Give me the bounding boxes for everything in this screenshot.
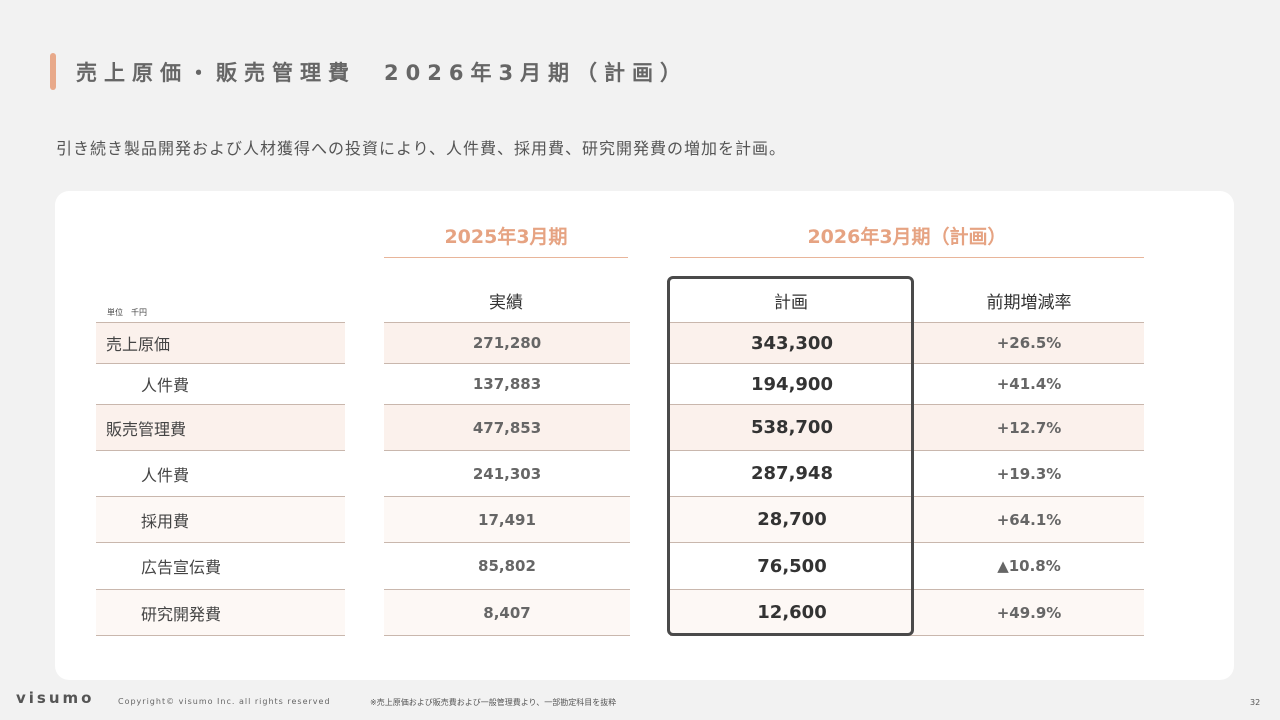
table-cell-plan: 194,900 bbox=[670, 363, 914, 404]
table-cell-rate: +41.4% bbox=[914, 363, 1144, 404]
table-cell-plan: 287,948 bbox=[670, 450, 914, 496]
table-cell-rate: ▲10.8% bbox=[914, 542, 1144, 589]
table-cell-actual: 137,883 bbox=[384, 363, 630, 404]
table-row-label: 人件費 bbox=[96, 363, 345, 404]
table-cell-plan: 28,700 bbox=[670, 496, 914, 542]
table-cell-actual: 477,853 bbox=[384, 404, 630, 450]
table-cell-actual: 8,407 bbox=[384, 589, 630, 636]
table-cell-rate: +49.9% bbox=[914, 589, 1144, 636]
column-header-rate: 前期増減率 bbox=[986, 293, 1072, 313]
table-row-label: 広告宣伝費 bbox=[96, 542, 345, 589]
table-row-label: 採用費 bbox=[96, 496, 345, 542]
table-cell-actual: 17,491 bbox=[384, 496, 630, 542]
copyright-text: Copyright© visumo Inc. all rights reserv… bbox=[118, 697, 331, 706]
table-row-label: 人件費 bbox=[96, 450, 345, 496]
table-row-label: 売上原価 bbox=[96, 322, 345, 363]
page-subtitle: 引き続き製品開発および人材獲得への投資により、人件費、採用費、研究開発費の増加を… bbox=[56, 139, 787, 158]
table-cell-plan: 76,500 bbox=[670, 542, 914, 589]
table-cell-rate: +64.1% bbox=[914, 496, 1144, 542]
column-header-plan: 計画 bbox=[774, 293, 808, 313]
footnote: ※売上原価および販売費および一般管理費より、一部勘定科目を抜粋 bbox=[370, 698, 617, 707]
table-cell-rate: +12.7% bbox=[914, 404, 1144, 450]
column-header-actual: 実績 bbox=[489, 293, 523, 313]
table-cell-actual: 271,280 bbox=[384, 322, 630, 363]
table-row-label: 研究開発費 bbox=[96, 589, 345, 636]
table-cell-plan: 12,600 bbox=[670, 589, 914, 636]
period-2025-header: 2025年3月期 bbox=[384, 222, 628, 258]
period-2026-header: 2026年3月期（計画） bbox=[670, 222, 1144, 258]
title-accent-bar bbox=[50, 53, 56, 90]
table-cell-plan: 343,300 bbox=[670, 322, 914, 363]
table-cell-rate: +19.3% bbox=[914, 450, 1144, 496]
table-cell-plan: 538,700 bbox=[670, 404, 914, 450]
table-cell-actual: 85,802 bbox=[384, 542, 630, 589]
brand-logo: visumo bbox=[16, 689, 95, 707]
table-cell-actual: 241,303 bbox=[384, 450, 630, 496]
page-title: 売上原価・販売管理費 2026年3月期（計画） bbox=[76, 61, 689, 85]
page-number: 32 bbox=[1250, 698, 1261, 707]
table-row-label: 販売管理費 bbox=[96, 404, 345, 450]
table-cell-rate: +26.5% bbox=[914, 322, 1144, 363]
unit-label: 単位 千円 bbox=[107, 308, 147, 317]
